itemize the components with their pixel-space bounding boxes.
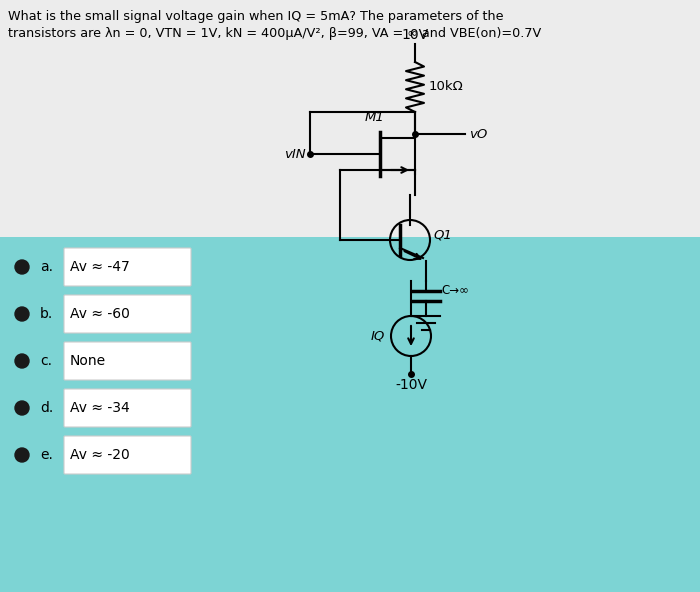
FancyBboxPatch shape: [64, 248, 191, 286]
Text: vO: vO: [469, 127, 487, 140]
FancyBboxPatch shape: [64, 436, 191, 474]
Text: C→∞: C→∞: [441, 285, 469, 298]
Text: -10V: -10V: [395, 378, 427, 392]
Text: IQ: IQ: [371, 330, 385, 343]
Circle shape: [15, 307, 29, 321]
FancyBboxPatch shape: [64, 342, 191, 380]
Text: e.: e.: [40, 448, 53, 462]
Text: Av ≈ -60: Av ≈ -60: [70, 307, 130, 321]
FancyBboxPatch shape: [64, 295, 191, 333]
Circle shape: [15, 354, 29, 368]
Circle shape: [15, 401, 29, 415]
Bar: [0, 237, 700, 592]
Text: Av ≈ -20: Av ≈ -20: [70, 448, 130, 462]
Text: 10V: 10V: [401, 28, 428, 42]
Text: a.: a.: [40, 260, 53, 274]
Circle shape: [15, 448, 29, 462]
Text: transistors are λn = 0, VTN = 1V, kN = 400μA/V², β=99, VA = ∞ and VBE(on)=0.7V: transistors are λn = 0, VTN = 1V, kN = 4…: [8, 27, 541, 40]
Text: 10kΩ: 10kΩ: [429, 81, 463, 94]
Text: d.: d.: [40, 401, 53, 415]
Text: b.: b.: [40, 307, 53, 321]
Text: vIN: vIN: [284, 147, 306, 160]
Text: Q1: Q1: [433, 229, 452, 242]
Text: Av ≈ -34: Av ≈ -34: [70, 401, 130, 415]
Bar: [0, 0, 700, 237]
Text: M1: M1: [365, 111, 385, 124]
Text: None: None: [70, 354, 106, 368]
Text: c.: c.: [40, 354, 52, 368]
Text: Av ≈ -47: Av ≈ -47: [70, 260, 130, 274]
Text: What is the small signal voltage gain when IQ = 5mA? The parameters of the: What is the small signal voltage gain wh…: [8, 10, 503, 23]
FancyBboxPatch shape: [64, 389, 191, 427]
Circle shape: [15, 260, 29, 274]
